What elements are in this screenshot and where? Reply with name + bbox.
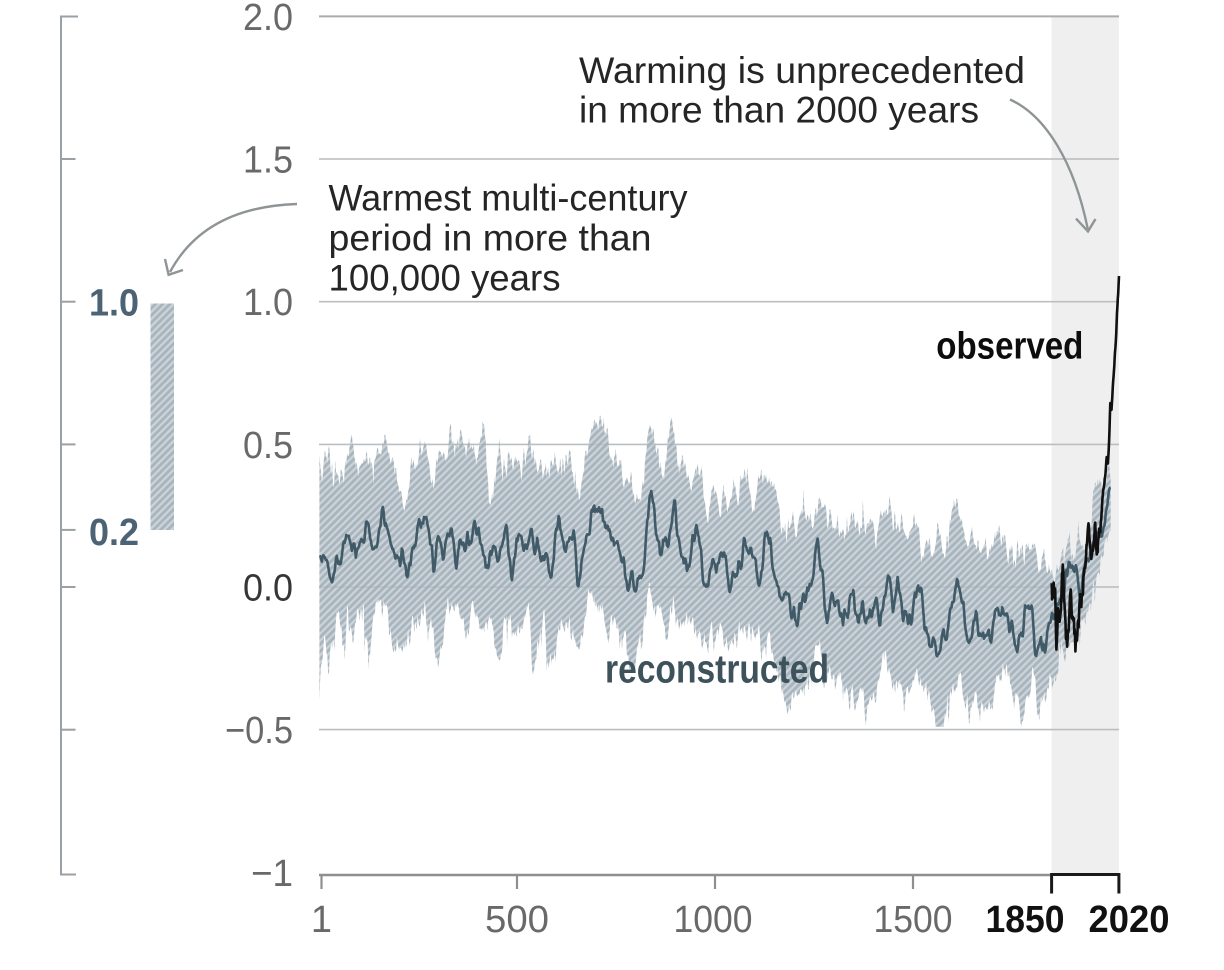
svg-text:1500: 1500 bbox=[874, 899, 953, 941]
svg-text:−0.5: −0.5 bbox=[225, 710, 293, 752]
svg-text:1850: 1850 bbox=[986, 899, 1065, 941]
svg-text:1: 1 bbox=[311, 899, 332, 941]
svg-text:Warmest multi-century: Warmest multi-century bbox=[329, 176, 688, 218]
svg-text:1.0: 1.0 bbox=[243, 282, 293, 324]
svg-text:2020: 2020 bbox=[1089, 899, 1170, 941]
svg-text:observed: observed bbox=[936, 326, 1083, 368]
svg-text:0.2: 0.2 bbox=[89, 512, 139, 554]
svg-text:0.0: 0.0 bbox=[243, 568, 293, 610]
svg-text:−1: −1 bbox=[251, 853, 293, 895]
svg-text:reconstructed: reconstructed bbox=[605, 648, 829, 692]
svg-text:100,000 years: 100,000 years bbox=[329, 257, 561, 299]
svg-text:Warming is unprecedented: Warming is unprecedented bbox=[579, 49, 1025, 91]
svg-text:500: 500 bbox=[485, 899, 549, 941]
svg-text:0.5: 0.5 bbox=[243, 425, 293, 467]
svg-text:2.0: 2.0 bbox=[243, 0, 293, 39]
svg-text:in more than 2000 years: in more than 2000 years bbox=[579, 89, 979, 131]
svg-text:period in more than: period in more than bbox=[329, 217, 652, 259]
svg-text:1.0: 1.0 bbox=[89, 283, 139, 325]
svg-text:1.5: 1.5 bbox=[243, 140, 293, 182]
svg-text:1000: 1000 bbox=[674, 899, 753, 941]
